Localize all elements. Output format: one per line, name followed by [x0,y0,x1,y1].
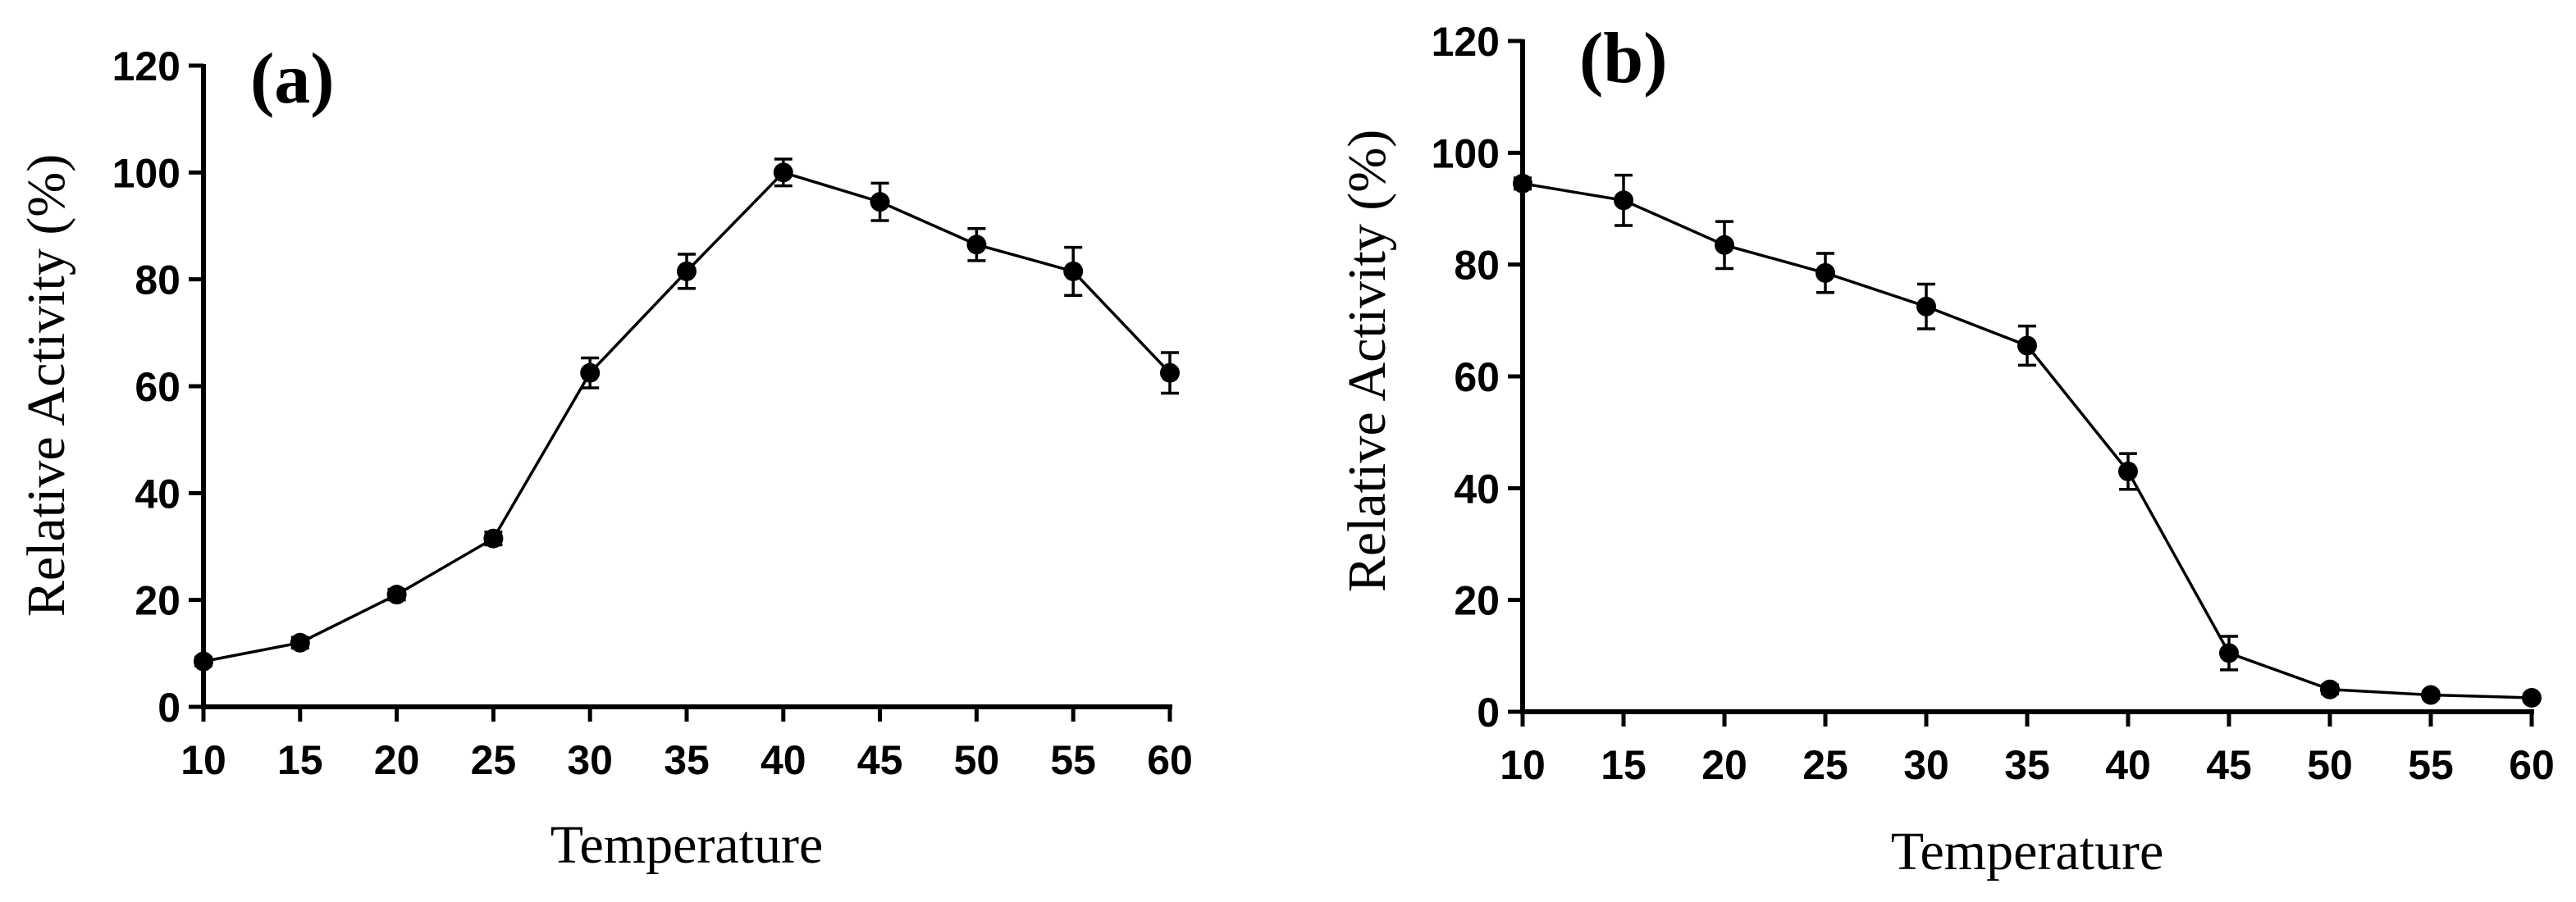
y-tick-label: 80 [1454,243,1500,289]
data-point [1715,235,1734,255]
data-point [580,362,601,383]
x-tick-label: 40 [760,737,806,783]
data-point [773,162,793,183]
x-tick-label: 25 [471,737,517,783]
y-tick-label: 100 [1432,130,1500,176]
data-point [1063,261,1084,281]
x-tick-label: 30 [567,737,613,783]
data-point [1816,262,1835,283]
data-point [2421,685,2441,705]
data-point [1614,190,1633,211]
data-point [2219,643,2239,663]
data-point [870,192,890,212]
x-axis-title: Temperature [550,815,824,875]
x-tick-label: 55 [2408,742,2454,788]
x-tick-label: 30 [1903,742,1949,788]
data-point [2017,335,2037,356]
y-tick-label: 0 [158,685,180,731]
x-tick-label: 20 [1701,742,1747,788]
x-tick-label: 45 [2206,742,2252,788]
data-point [677,261,697,281]
data-point [386,585,407,605]
y-tick-label: 120 [1432,19,1500,65]
x-tick-label: 25 [1802,742,1848,788]
y-tick-label: 60 [1454,354,1500,400]
data-point [194,651,213,672]
y-tick-label: 40 [135,471,180,517]
x-tick-label: 15 [1601,742,1647,788]
x-tick-label: 50 [2307,742,2353,788]
y-tick-label: 40 [1454,466,1500,512]
data-point [1513,173,1532,194]
y-tick-label: 20 [135,578,180,624]
x-tick-label: 45 [857,737,903,783]
y-tick-label: 80 [135,257,180,303]
series-line [203,171,1172,663]
y-axis-title: Relative Activity (%) [16,154,76,617]
data-point [1160,362,1180,383]
x-tick-label: 55 [1050,737,1096,783]
x-axis-title: Temperature [1891,822,2164,882]
panel-a: 0 20 40 60 80 100 120 10 15 20 25 30 35 40 45 50 55 60 Tem… [16,39,1193,875]
series-line [1522,182,2533,699]
x-tick-label: 10 [180,737,226,783]
data-point [290,632,310,653]
data-point [1916,296,1936,317]
y-tick-label: 60 [135,364,180,410]
y-axis-title: Relative Activity (%) [1337,130,1397,593]
y-tick-label: 120 [112,43,180,89]
x-tick-label: 40 [2105,742,2151,788]
x-tick-label: 10 [1500,742,1546,788]
x-tick-label: 15 [277,737,323,783]
y-tick-label: 100 [112,150,180,196]
x-tick-label: 50 [954,737,1000,783]
data-point [2320,679,2340,699]
data-point [966,235,987,255]
y-tick-label: 0 [1477,690,1500,736]
x-tick-label: 35 [2004,742,2050,788]
panel-b: 0 20 40 60 80 100 120 10 15 20 25 30 35 40 45 50 55 60 Tem… [1337,19,2555,882]
x-tick-label: 60 [2509,742,2555,788]
data-point [2118,461,2138,481]
panel-label: (b) [1579,19,1668,98]
data-point [483,528,504,549]
x-tick-label: 60 [1147,737,1193,783]
data-point [2522,687,2542,708]
x-tick-label: 20 [374,737,420,783]
panel-label: (a) [250,39,335,119]
x-tick-label: 35 [664,737,710,783]
y-tick-label: 20 [1454,578,1500,624]
